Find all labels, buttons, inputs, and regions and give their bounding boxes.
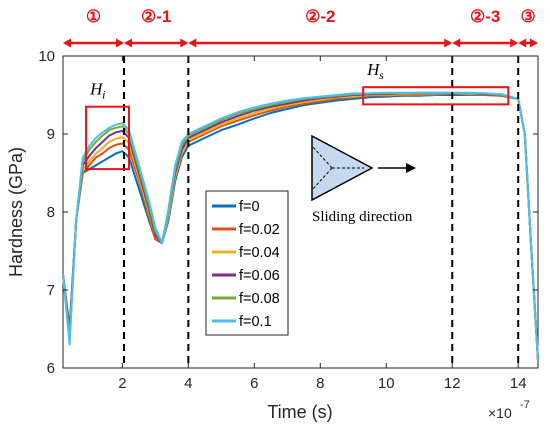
- x-tick-label-5: 12: [444, 375, 461, 392]
- annotation-subscript-0: i: [102, 88, 105, 102]
- annotation-box-0: [85, 105, 130, 171]
- y-tick-label-3: 9: [47, 126, 55, 143]
- y-tick-label-1: 7: [47, 282, 55, 299]
- x-tick-label-1: 4: [184, 375, 192, 392]
- series-lines: [62, 91, 539, 361]
- y-axis: 6 7 8 9 10: [38, 48, 538, 377]
- phase-label-1: ②-1: [141, 7, 171, 26]
- sliding-arrowhead-icon: [406, 163, 416, 173]
- x-axis-multiplier: ×10: [488, 405, 512, 421]
- plot-area: [62, 55, 539, 369]
- annotation-box-1: [362, 86, 510, 106]
- phase-arrowhead-left-2: [188, 38, 197, 48]
- y-tick-label-0: 6: [47, 360, 55, 377]
- phase-arrowhead-right-0: [116, 38, 125, 48]
- legend-label-4: f=0.08: [239, 291, 280, 307]
- phase-arrowhead-left-0: [63, 38, 71, 48]
- y-tick-label-2: 8: [47, 204, 55, 221]
- legend-label-1: f=0.02: [239, 222, 280, 238]
- x-axis-exponent-value: -7: [520, 399, 530, 411]
- y-axis-title: Hardness (GPa): [6, 147, 26, 277]
- legend: f=0 f=0.02 f=0.04 f=0.06 f=0.08 f=0.1: [205, 190, 289, 336]
- x-axis-exponent: ×10 -7: [488, 399, 530, 421]
- annotation-label-1: H: [366, 60, 381, 79]
- x-axis: 2 4 6 8 10 12 14: [118, 56, 527, 392]
- x-tick-label-3: 8: [316, 375, 324, 392]
- x-axis-title: Time (s): [267, 402, 332, 422]
- phase-label-2: ②-2: [305, 7, 335, 26]
- x-tick-label-6: 14: [510, 375, 527, 392]
- y-tick-label-4: 10: [38, 48, 55, 65]
- x-tick-label-0: 2: [118, 375, 126, 392]
- legend-label-0: f=0: [239, 199, 260, 215]
- x-tick-label-2: 6: [250, 375, 258, 392]
- annotation-label-0: H: [89, 80, 104, 99]
- annotation-subscript-1: s: [379, 68, 384, 82]
- sliding-direction-label: Sliding direction: [312, 209, 413, 225]
- phase-arrowhead-right-2: [444, 38, 453, 48]
- phase-arrowhead-right-1: [180, 38, 189, 48]
- phase-dividers: [123, 56, 520, 368]
- phase-label-3: ②-3: [470, 7, 500, 26]
- phase-arrowhead-right-4: [530, 38, 538, 48]
- legend-label-5: f=0.1: [239, 314, 272, 330]
- phase-markers: ① ②-1 ②-2 ②-3 ③: [63, 7, 538, 48]
- phase-label-4: ③: [520, 7, 535, 26]
- series-line-5: [62, 91, 539, 361]
- phase-arrowhead-left-1: [124, 38, 133, 48]
- phase-arrowhead-right-3: [510, 38, 519, 48]
- x-tick-label-4: 10: [378, 375, 395, 392]
- phase-label-0: ①: [86, 7, 101, 26]
- phase-arrowhead-left-4: [518, 38, 527, 48]
- phase-arrowhead-left-3: [452, 38, 461, 48]
- legend-label-2: f=0.04: [239, 245, 280, 261]
- legend-label-3: f=0.06: [239, 268, 280, 284]
- legend-box: [205, 190, 289, 336]
- indenter-inset: Sliding direction: [311, 134, 416, 225]
